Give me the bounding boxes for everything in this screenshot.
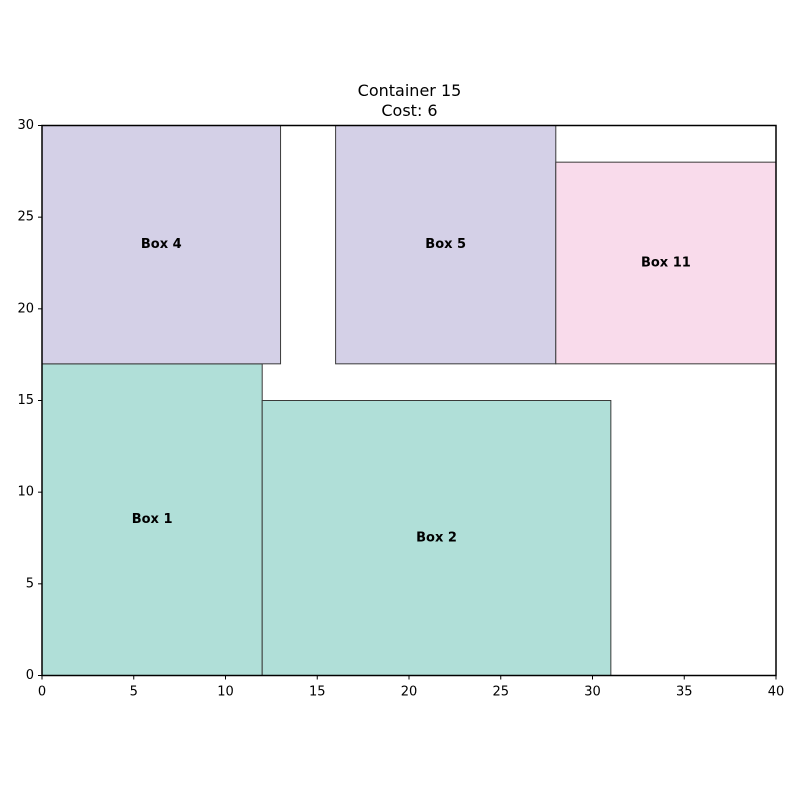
y-tick-label: 15 bbox=[17, 393, 34, 408]
box-5-label: Box 5 bbox=[425, 237, 466, 252]
x-tick-label: 20 bbox=[401, 685, 418, 700]
x-tick-label: 35 bbox=[676, 685, 693, 700]
box-2: Box 2 bbox=[261, 400, 612, 676]
chart-subtitle: Cost: 6 bbox=[381, 101, 437, 120]
y-tick-label: 20 bbox=[17, 301, 34, 316]
x-tick-label: 30 bbox=[584, 685, 601, 700]
y-tick-label: 25 bbox=[17, 210, 34, 225]
x-tick-label: 10 bbox=[217, 685, 234, 700]
box-1-rect bbox=[41, 363, 263, 676]
box-4-label: Box 4 bbox=[141, 237, 182, 252]
x-tick-label: 40 bbox=[768, 685, 785, 700]
box-5: Box 5 bbox=[335, 125, 557, 365]
box-11-rect bbox=[555, 161, 777, 365]
x-tick-label: 15 bbox=[309, 685, 326, 700]
y-tick-label: 5 bbox=[26, 576, 34, 591]
box-11-label: Box 11 bbox=[641, 256, 691, 271]
box-5-rect bbox=[335, 125, 557, 365]
box-2-rect bbox=[261, 400, 612, 676]
box-2-label: Box 2 bbox=[416, 531, 457, 546]
box-1-label: Box 1 bbox=[132, 512, 173, 527]
box-1: Box 1 bbox=[41, 363, 263, 676]
plot-area: Box 1 Box 2 Box 4 Box 5 Box 11 0 5 10 15 20 25 30 35… bbox=[17, 118, 784, 700]
chart-title: Container 15 bbox=[358, 81, 462, 100]
y-tick-label: 30 bbox=[17, 118, 34, 133]
x-tick-label: 25 bbox=[492, 685, 509, 700]
x-tick-label: 0 bbox=[38, 685, 46, 700]
y-tick-label: 10 bbox=[17, 485, 34, 500]
box-11: Box 11 bbox=[555, 161, 777, 365]
x-tick-label: 5 bbox=[130, 685, 138, 700]
box-4: Box 4 bbox=[41, 125, 282, 365]
y-tick-label: 0 bbox=[26, 668, 34, 683]
